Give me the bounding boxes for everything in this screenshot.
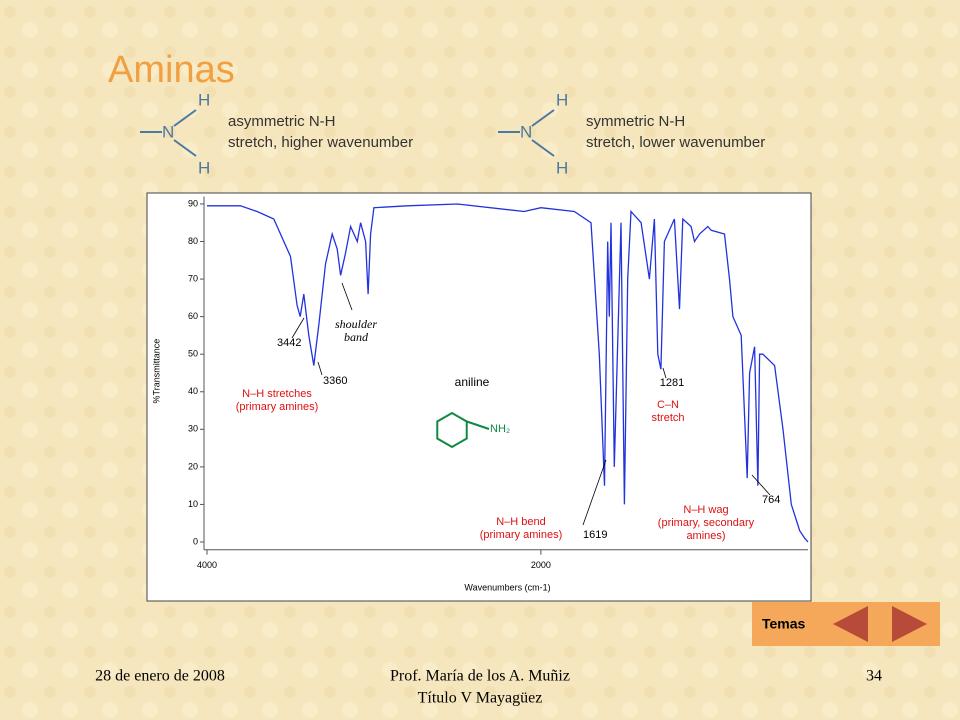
- annotation: NH₂: [490, 423, 510, 435]
- bond: [531, 109, 555, 127]
- annotation: 764: [762, 494, 780, 506]
- annotation: 1281: [660, 377, 684, 389]
- atom: N: [520, 122, 532, 141]
- annotation: shoulder: [335, 317, 377, 331]
- footer-date: 28 de enero de 2008: [95, 668, 225, 685]
- leader-line: [291, 317, 305, 339]
- y-tick-label: 70: [188, 273, 198, 283]
- atom: H: [556, 158, 568, 177]
- annotation: 3360: [323, 375, 347, 387]
- leader-line: [582, 459, 607, 526]
- annotation: 1619: [583, 529, 607, 541]
- footer-page: 34: [866, 668, 882, 685]
- diagram-text: asymmetric N-H: [228, 113, 336, 130]
- annotation: amines): [686, 530, 725, 542]
- atom: H: [198, 90, 210, 109]
- bond: [173, 139, 197, 157]
- atom: H: [198, 158, 210, 177]
- leader-line: [751, 474, 771, 496]
- diagram-text: stretch, lower wavenumber: [586, 134, 765, 151]
- annotation: (primary amines): [236, 401, 319, 413]
- annotation: stretch: [651, 412, 684, 424]
- atom: H: [556, 90, 568, 109]
- footer-author: Título V Mayagüez: [418, 690, 543, 707]
- bond: [173, 109, 197, 127]
- spectrum-line: [207, 203, 809, 543]
- annotation: band: [344, 330, 369, 344]
- y-tick-label: 60: [188, 311, 198, 321]
- annotation: N–H stretches: [242, 388, 312, 400]
- leader-line: [662, 367, 667, 379]
- x-tick-label: 4000: [197, 560, 217, 570]
- y-tick-label: 90: [188, 198, 198, 208]
- leader-line: [341, 282, 353, 311]
- next-button[interactable]: [892, 606, 927, 642]
- y-tick-label: 20: [188, 461, 198, 471]
- footer-author: Prof. María de los A. Muñiz: [390, 668, 570, 685]
- bond: [531, 139, 555, 157]
- y-tick-label: 0: [193, 536, 198, 546]
- y-tick-label: 50: [188, 349, 198, 359]
- atom: N: [162, 122, 174, 141]
- benzene-ring: [436, 411, 468, 449]
- prev-button[interactable]: [833, 606, 868, 642]
- x-axis-label: Wavenumbers (cm-1): [464, 582, 550, 592]
- annotation: N–H wag: [683, 504, 728, 516]
- annotation: aniline: [455, 375, 490, 389]
- x-tick-label: 2000: [531, 560, 551, 570]
- bond: [466, 420, 490, 430]
- y-tick-label: 40: [188, 386, 198, 396]
- y-tick-label: 10: [188, 499, 198, 509]
- diagram-text: symmetric N-H: [586, 113, 685, 130]
- nav-label[interactable]: Temas: [762, 616, 806, 632]
- annotation: C–N: [657, 399, 679, 411]
- slide-title: Aminas: [108, 49, 235, 91]
- annotation: N–H bend: [496, 516, 546, 528]
- diagram-text: stretch, higher wavenumber: [228, 134, 413, 151]
- annotation: 3442: [277, 337, 301, 349]
- y-tick-label: 80: [188, 236, 198, 246]
- y-axis-label: %Transmittance: [151, 339, 161, 404]
- annotation: (primary, secondary: [658, 517, 755, 529]
- chart-frame: [146, 192, 812, 602]
- annotation: (primary amines): [480, 529, 563, 541]
- leader-line: [317, 361, 323, 376]
- y-tick-label: 30: [188, 424, 198, 434]
